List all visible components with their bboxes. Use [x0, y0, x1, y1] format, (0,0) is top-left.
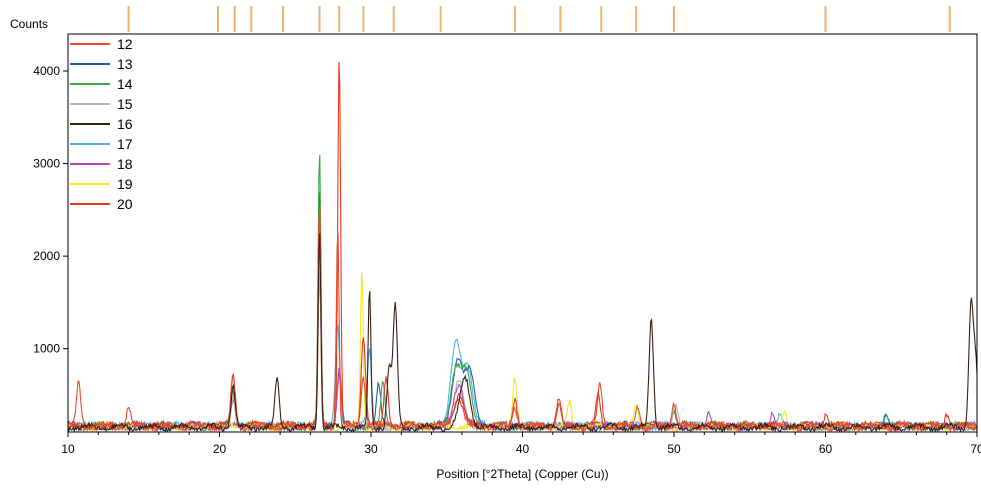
legend-label-13: 13 — [117, 56, 133, 72]
legend-label-16: 16 — [117, 116, 133, 132]
x-axis-title: Position [°2Theta] (Copper (Cu)) — [436, 467, 608, 481]
legend-label-19: 19 — [117, 176, 133, 192]
x-tick-label: 40 — [516, 442, 530, 456]
x-tick-label: 20 — [213, 442, 227, 456]
series-group — [67, 61, 978, 433]
legend-label-18: 18 — [117, 156, 133, 172]
x-tick-label: 30 — [364, 442, 378, 456]
legend-label-20: 20 — [117, 196, 133, 212]
x-tick-label: 10 — [61, 442, 75, 456]
y-axis-title: Counts — [10, 17, 48, 31]
y-tick-label: 3000 — [33, 157, 60, 171]
reference-marker-group — [127, 6, 951, 32]
x-tick-label: 50 — [667, 442, 681, 456]
legend-label-15: 15 — [117, 96, 133, 112]
y-tick-label: 1000 — [33, 342, 60, 356]
x-tick-label: 60 — [819, 442, 833, 456]
legend-label-14: 14 — [117, 76, 133, 92]
x-tick-label: 70 — [970, 442, 981, 456]
series-line-20 — [67, 61, 978, 432]
y-axis: 1000 2000 3000 4000 — [33, 64, 68, 356]
y-tick-label: 4000 — [33, 64, 60, 78]
y-tick-label: 2000 — [33, 249, 60, 263]
series-line-16 — [67, 233, 978, 433]
x-axis: 10 20 30 40 50 60 70 — [61, 432, 981, 456]
legend: 12 13 14 15 16 17 18 19 20 — [70, 36, 133, 212]
legend-label-12: 12 — [117, 36, 133, 52]
legend-label-17: 17 — [117, 136, 133, 152]
